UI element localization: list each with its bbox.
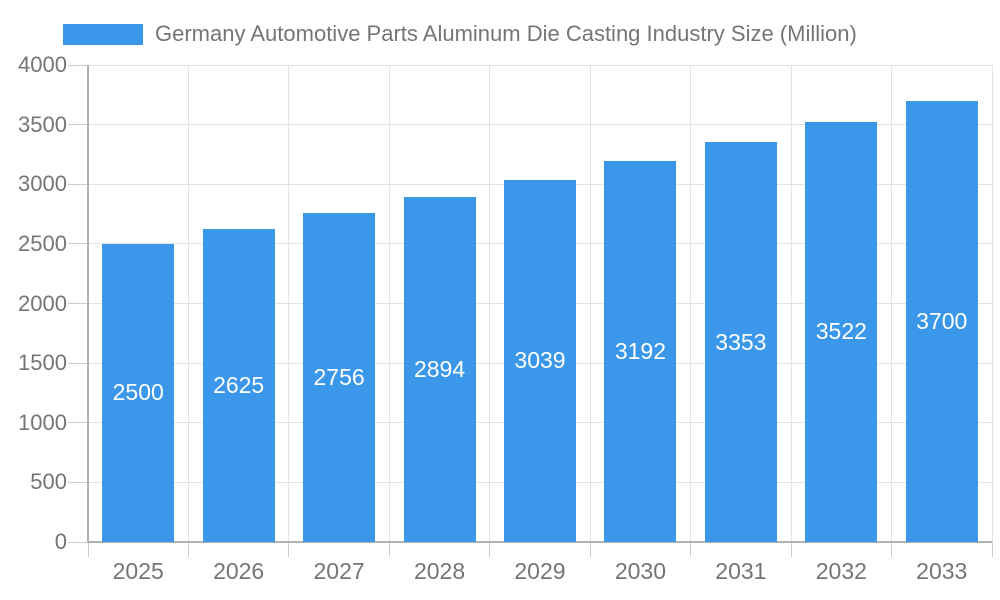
bar-value-label: 2500: [112, 379, 164, 406]
x-axis-tick: [489, 542, 491, 557]
y-axis-tick: [68, 243, 88, 245]
x-axis-label-2030: 2030: [614, 558, 667, 584]
y-axis-label: 3500: [18, 111, 67, 137]
gridline-horizontal: [88, 64, 992, 66]
bar-value-label: 3039: [514, 347, 566, 374]
x-axis-tick: [288, 542, 290, 557]
x-axis-label-2031: 2031: [715, 558, 767, 584]
y-axis-tick: [68, 481, 88, 483]
y-axis-tick: [68, 64, 88, 66]
x-axis-baseline: [88, 541, 992, 543]
y-axis-tick: [68, 124, 88, 126]
bar-2031[interactable]: 3353: [704, 142, 777, 542]
gridline-vertical: [790, 65, 792, 542]
x-axis-label-2029: 2029: [514, 558, 566, 584]
x-axis-tick: [690, 542, 692, 557]
y-axis-label: 3000: [18, 171, 67, 197]
bar-2032[interactable]: 3522: [805, 122, 878, 542]
x-axis-tick: [991, 542, 993, 557]
y-axis-label: 0: [54, 529, 67, 554]
bar-value-label: 2625: [213, 371, 265, 398]
x-axis-label-2033: 2033: [916, 558, 968, 584]
bar-value-label: 3522: [815, 318, 867, 345]
legend: Germany Automotive Parts Aluminum Die Ca…: [63, 22, 857, 46]
gridline-vertical: [388, 65, 390, 542]
y-axis-label: 2500: [18, 230, 67, 256]
x-axis-label-2028: 2028: [413, 558, 466, 584]
bar-2030[interactable]: 3192: [604, 161, 677, 542]
bar-2028[interactable]: 2894: [403, 196, 476, 542]
y-axis-label: 1000: [18, 409, 67, 435]
y-axis-line: [87, 65, 89, 542]
bar-2029[interactable]: 3039: [504, 179, 576, 542]
bar-value-label: 2894: [413, 355, 466, 382]
gridline-vertical: [991, 65, 993, 542]
x-axis-tick: [589, 542, 591, 557]
bar-value-label: 3192: [614, 338, 667, 365]
bar-value-label: 2756: [313, 364, 365, 391]
gridline-vertical: [288, 65, 290, 542]
chart-title: Germany Automotive Parts Aluminum Die Ca…: [155, 21, 857, 46]
y-axis-tick: [68, 303, 88, 304]
bar-2026[interactable]: 2625: [202, 228, 275, 542]
legend-swatch[interactable]: [63, 23, 143, 45]
gridline-vertical: [489, 65, 491, 542]
x-axis-label-2027: 2027: [313, 558, 365, 584]
x-axis-tick: [187, 542, 189, 557]
gridline-vertical: [891, 65, 893, 542]
y-axis-tick: [68, 183, 88, 185]
y-axis-label: 4000: [18, 52, 67, 77]
x-axis-label-2025: 2025: [112, 558, 164, 584]
y-axis-tick: [68, 422, 88, 424]
x-axis-tick: [388, 542, 390, 557]
x-axis-label-2032: 2032: [815, 558, 867, 584]
y-axis-label: 2000: [18, 290, 67, 316]
y-axis-label: 500: [30, 469, 67, 495]
gridline-vertical: [589, 65, 591, 542]
x-axis-tick: [790, 542, 792, 557]
bar-2027[interactable]: 2756: [303, 213, 376, 542]
y-axis-tick: [68, 541, 88, 543]
gridline-vertical: [690, 65, 692, 542]
x-axis-tick: [87, 542, 89, 557]
gridline-horizontal: [88, 124, 992, 126]
bar-2033[interactable]: 3700: [905, 100, 978, 542]
x-axis-label-2026: 2026: [213, 558, 265, 584]
y-axis-label: 1500: [18, 350, 67, 376]
bar-2025[interactable]: 2500: [102, 243, 175, 542]
bar-value-label: 3353: [715, 328, 767, 355]
y-axis-tick: [68, 362, 88, 364]
bar-value-label: 3700: [916, 307, 968, 334]
x-axis-tick: [891, 542, 893, 557]
gridline-vertical: [187, 65, 189, 542]
